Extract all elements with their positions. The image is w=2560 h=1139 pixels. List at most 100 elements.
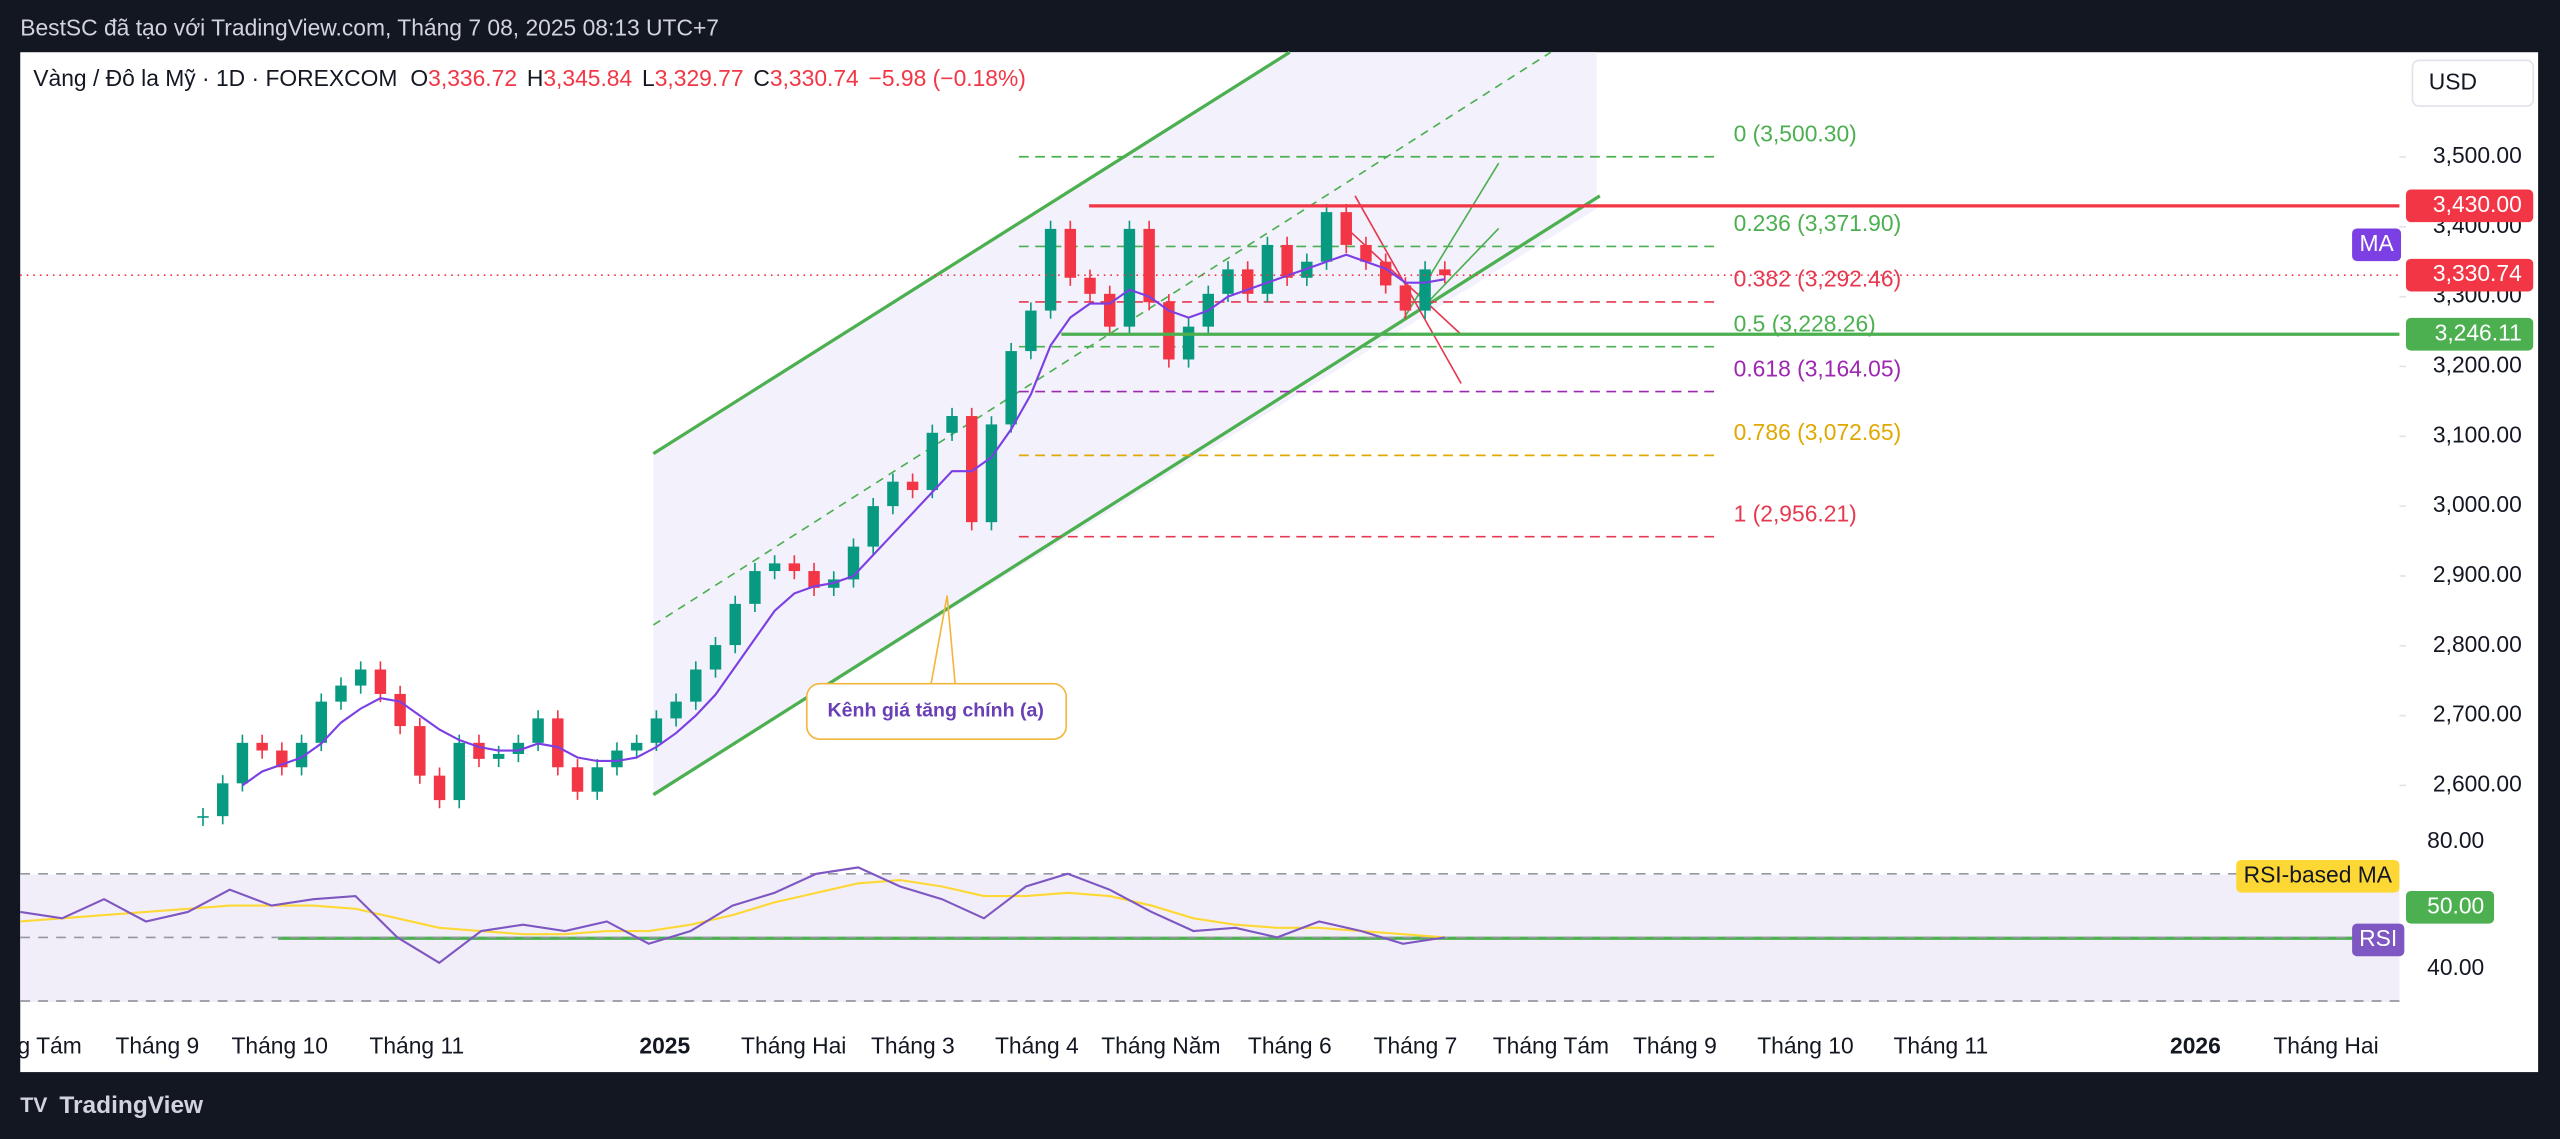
candle (591, 767, 603, 792)
y-tick-label: 2,900.00 (2433, 561, 2522, 587)
wedge-line (1419, 227, 1500, 311)
candle (1182, 326, 1195, 360)
y-tick-label: 3,100.00 (2433, 421, 2522, 447)
candle (1123, 228, 1136, 327)
x-tick-label: Tháng 6 (1248, 1033, 1332, 1059)
fib-label: 0.5 (3,228.26) (1734, 311, 1876, 337)
y-tick-label: 2,700.00 (2433, 701, 2522, 727)
y-tick-label: 3,500.00 (2433, 142, 2522, 168)
candle (354, 669, 367, 686)
annotation-box (805, 682, 1068, 741)
fib-label: 0.382 (3,292.46) (1734, 266, 1902, 292)
x-tick-label: Tháng 10 (1757, 1033, 1853, 1059)
ma-line (241, 253, 1445, 787)
candle (433, 775, 446, 801)
candle (1320, 212, 1333, 262)
y-tick-label: 2,800.00 (2433, 631, 2522, 657)
candle (650, 718, 663, 743)
rsi-tick-label: 40.00 (2427, 954, 2484, 980)
ohlc-key: L (642, 65, 655, 91)
candle (315, 701, 327, 743)
fib-label: 0.786 (3,072.65) (1734, 419, 1902, 445)
callout-pointer (929, 595, 957, 686)
candle (492, 754, 505, 759)
x-tick-label: Tháng 10 (231, 1033, 327, 1059)
candle (867, 506, 879, 547)
currency: USD (2429, 68, 2477, 94)
ma-box-label: MA (2359, 230, 2394, 256)
price-box (2405, 189, 2534, 223)
channel-upper (652, 50, 1291, 456)
candle (847, 546, 860, 580)
candle (1064, 228, 1077, 278)
y-tick-label: 3,200.00 (2433, 351, 2522, 377)
price-box-label: 3,430.00 (2433, 191, 2522, 217)
candle (571, 767, 584, 792)
candle (1084, 277, 1096, 294)
candle (985, 424, 998, 523)
candle (335, 685, 347, 702)
x-tick-label: Tháng 7 (1374, 1033, 1458, 1059)
candle (295, 742, 308, 768)
annotation: Kênh giá tăng chính (a) (827, 700, 1043, 722)
candle (374, 669, 387, 694)
ohlc-value: 3,345.84 (543, 65, 632, 91)
x-tick-label: Tháng 11 (1893, 1033, 1988, 1059)
currency-box (2411, 59, 2535, 107)
rsi-tick-label: 80.00 (2427, 827, 2484, 853)
price-box (2405, 258, 2534, 292)
x-tick-label: Tháng Tám (1493, 1033, 1609, 1059)
x-tick-label: 2026 (2170, 1033, 2221, 1059)
rsi-ma-line (20, 879, 1445, 939)
rsi-box-label: RSI (2359, 925, 2397, 951)
x-tick-label: Tháng Năm (1101, 1033, 1220, 1059)
candle (1044, 228, 1057, 311)
ohlc-key: H (527, 65, 544, 91)
candle (217, 783, 229, 817)
candle (788, 563, 801, 572)
candle (709, 645, 722, 670)
x-tick-label: Tháng 9 (1633, 1033, 1717, 1059)
candle (946, 416, 958, 433)
x-tick-label: g Tám (17, 1033, 81, 1059)
price-box-label: 3,246.11 (2435, 319, 2522, 345)
ma-box (2352, 228, 2402, 262)
rsi-value-label: 50.00 (2427, 892, 2484, 918)
change: −5.98 (−0.18%) (869, 65, 1026, 91)
candle (749, 571, 761, 604)
candle (1222, 269, 1234, 294)
ohlc-key: C (753, 65, 770, 91)
candle (552, 718, 564, 768)
candle (926, 432, 939, 491)
candle (414, 726, 426, 776)
symbol: Vàng / Đô la Mỹ · 1D · FOREXCOM (33, 65, 397, 91)
candle (512, 742, 525, 755)
ohlc-value: 3,330.74 (770, 65, 859, 91)
y-tick-label: 2,600.00 (2433, 770, 2522, 796)
candle (966, 416, 978, 523)
ohlc-key: O (410, 65, 428, 91)
candle (236, 742, 249, 784)
x-tick-label: 2025 (639, 1033, 690, 1059)
candle (1340, 212, 1352, 245)
brand: TradingView (59, 1092, 204, 1119)
x-tick-label: Tháng 11 (369, 1033, 464, 1059)
candle (887, 481, 899, 507)
candle (394, 693, 406, 727)
ohlc-value: 3,336.72 (428, 65, 517, 91)
candle (1360, 244, 1372, 262)
candle (906, 481, 919, 491)
channel-mid (652, 51, 1552, 626)
candle (256, 742, 268, 751)
candle (1143, 228, 1155, 303)
fib-label: 0.236 (3,371.90) (1734, 210, 1902, 236)
x-tick-label: Tháng 9 (115, 1033, 199, 1059)
candle (768, 563, 781, 572)
candle (1399, 285, 1412, 311)
x-tick-label: Tháng 4 (995, 1033, 1079, 1059)
candle (1281, 244, 1293, 278)
candle (670, 701, 682, 719)
candle (611, 750, 623, 768)
candle (1005, 351, 1017, 425)
